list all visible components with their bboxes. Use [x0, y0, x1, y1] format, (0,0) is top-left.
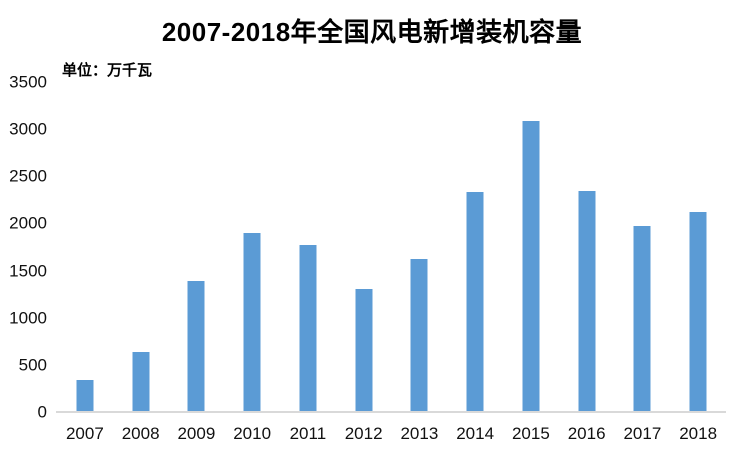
bar: [689, 211, 707, 411]
bar: [132, 352, 150, 411]
x-tick-label: 2014: [456, 424, 495, 443]
y-tick-label: 3500: [9, 72, 47, 92]
bar: [578, 190, 596, 411]
bar: [466, 192, 484, 411]
x-tick-label: 2017: [623, 424, 662, 443]
y-tick-label: 1000: [9, 308, 47, 328]
chart-title: 2007-2018年全国风电新增装机容量: [161, 17, 583, 47]
y-tick-label: 3000: [9, 119, 47, 139]
x-tick-label: 2011: [289, 424, 327, 443]
x-tick-label: 2015: [511, 424, 550, 443]
y-tick-label: 2500: [9, 166, 47, 186]
x-axis-line: [56, 411, 726, 413]
x-tick-label: 2007: [65, 424, 104, 443]
bar: [299, 244, 317, 411]
x-tick-label: 2008: [121, 424, 160, 443]
bar: [355, 288, 373, 411]
x-tick-label: 2010: [233, 424, 272, 443]
y-tick-label: 500: [18, 355, 47, 375]
bar: [633, 225, 651, 411]
bar: [243, 232, 261, 411]
bar: [522, 121, 540, 411]
bar: [76, 379, 94, 411]
x-tick-label: 2012: [344, 424, 383, 443]
x-tick-label: 2013: [400, 424, 439, 443]
bar: [187, 280, 205, 411]
x-tick-label: 2018: [679, 424, 718, 443]
x-tick-label: 2016: [567, 424, 606, 443]
y-tick-label: 0: [37, 402, 47, 422]
x-tick-label: 2009: [177, 424, 216, 443]
y-tick-label: 2000: [9, 213, 47, 233]
y-tick-label: 1500: [9, 261, 47, 281]
bar: [410, 259, 428, 411]
unit-label: 单位：万千瓦: [62, 62, 153, 79]
